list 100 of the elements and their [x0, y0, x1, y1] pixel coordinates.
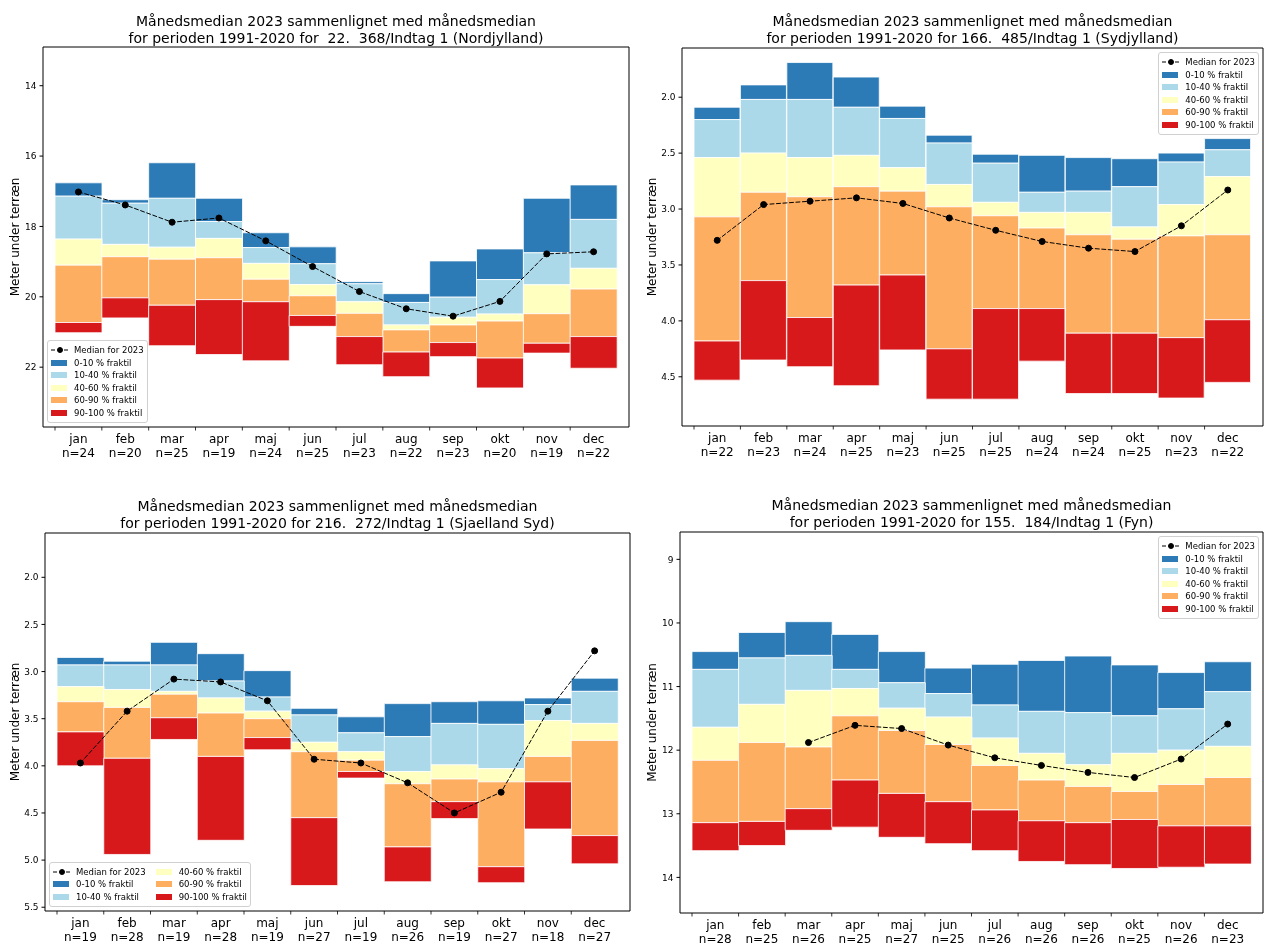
legend-label: 0-10 % fraktil [74, 357, 132, 368]
point [944, 741, 952, 749]
point [1131, 774, 1139, 782]
point [449, 312, 457, 320]
x-tick-label: feb n=28 [110, 916, 144, 944]
legend-label: 10-40 % fraktil [74, 370, 137, 381]
y-tick-label: 4.5 [661, 371, 676, 382]
x-tick-label: maj n=27 [885, 918, 919, 946]
point [402, 305, 410, 313]
point [543, 250, 551, 258]
x-tick-label: jan n=28 [698, 918, 732, 946]
y-tick-label: 4.5 [24, 808, 39, 819]
legend-label: 60-90 % fraktil [74, 395, 137, 406]
x-tick-label: aug n=24 [1025, 431, 1059, 459]
point [74, 188, 82, 196]
x-tick-label: nov n=19 [530, 432, 564, 460]
legend-label: 60-90 % fraktil [178, 879, 242, 890]
point [310, 755, 318, 763]
legend-label: 10-40 % fraktil [1185, 566, 1249, 577]
point [1224, 720, 1232, 728]
point [991, 754, 999, 762]
x-tick-label: aug n=26 [391, 916, 425, 944]
x-tick-label: sep n=19 [437, 916, 471, 944]
point [309, 263, 317, 271]
x-tick-label: jun n=25 [296, 432, 330, 460]
legend-label: 60-90 % fraktil [1185, 107, 1249, 118]
y-axis-title: Meter under terræn [645, 177, 659, 297]
chart-title: Månedsmedian 2023 sammenlignet med månedsmedian for perioden 1991-2020 for 22. 368/Indtag 1 (Nordjylland) [127, 13, 545, 46]
x-tick-label: dec n=23 [1211, 918, 1245, 946]
x-tick-label: maj n=19 [250, 916, 284, 944]
point [263, 697, 271, 705]
x-tick-label: mar n=26 [791, 918, 825, 946]
point [899, 199, 907, 207]
y-tick-label: 2.0 [24, 572, 39, 583]
legend-label: 90-100 % fraktil [178, 891, 247, 902]
y-tick-label: 2.0 [661, 92, 676, 103]
point [404, 779, 412, 787]
legend-label: 0-10 % fraktil [1185, 69, 1243, 80]
x-tick-label: mar n=25 [155, 432, 189, 460]
y-tick-label: 11 [662, 681, 674, 692]
x-tick-label: maj n=24 [249, 432, 283, 460]
x-tick-label: okt n=20 [483, 432, 517, 460]
legend-label: 90-100 % fraktil [1185, 119, 1254, 130]
x-tick-label: jun n=27 [297, 916, 331, 944]
x-tick-label: nov n=26 [1164, 918, 1198, 946]
y-tick-label: 2.5 [24, 619, 39, 630]
legend-label: Median for 2023 [76, 866, 146, 877]
legend-label: 40-60 % fraktil [178, 866, 242, 877]
y-tick-label: 22 [25, 362, 37, 373]
x-tick-label: jul n=26 [978, 918, 1012, 946]
x-tick-label: feb n=20 [108, 432, 142, 460]
point [450, 809, 458, 817]
chart-title: Månedsmedian 2023 sammenlignet med månedsmedian for perioden 1991-2020 for 166. 485/Indtag 1 (Sydjylland) [765, 13, 1180, 46]
y-tick-label: 14 [25, 80, 37, 91]
x-tick-label: dec n=22 [1211, 431, 1245, 459]
x-tick-label: maj n=23 [886, 431, 920, 459]
point [898, 725, 906, 733]
point [1084, 768, 1092, 776]
x-tick-label: okt n=25 [1118, 431, 1152, 459]
x-tick-label: jun n=25 [932, 431, 966, 459]
x-tick-label: apr n=25 [839, 431, 873, 459]
x-tick-label: dec n=22 [577, 432, 611, 460]
point [713, 236, 721, 244]
point [170, 675, 178, 683]
chart-title: Månedsmedian 2023 sammenlignet med månedsmedian for perioden 1991-2020 for 216. 272/Indtag 1 (Sjaelland Syd) [119, 498, 556, 531]
y-tick-label: 16 [25, 151, 37, 162]
y-tick-label: 5.0 [24, 855, 39, 866]
point [852, 194, 860, 202]
x-tick-label: mar n=24 [793, 431, 827, 459]
y-tick-label: 14 [662, 872, 674, 883]
point [1131, 248, 1139, 256]
point [496, 297, 504, 305]
point [1038, 237, 1046, 245]
x-tick-label: aug n=22 [389, 432, 423, 460]
x-tick-label: okt n=27 [484, 916, 518, 944]
point [1177, 755, 1185, 763]
y-tick-label: 18 [25, 221, 37, 232]
point [544, 707, 552, 715]
point [497, 788, 505, 796]
legend-label: 0-10 % fraktil [1185, 553, 1243, 564]
point [1177, 222, 1185, 230]
legend-label: Median for 2023 [1185, 541, 1255, 552]
x-tick-label: jul n=19 [344, 916, 378, 944]
x-tick-label: aug n=26 [1024, 918, 1058, 946]
point [1224, 186, 1232, 194]
y-tick-label: 4.0 [661, 316, 676, 327]
y-axis-title: Meter under terræn [8, 662, 22, 782]
point [357, 759, 365, 767]
legend-label: Median for 2023 [74, 345, 144, 356]
point [1085, 244, 1093, 252]
x-tick-label: apr n=19 [202, 432, 236, 460]
x-tick-label: jun n=25 [931, 918, 965, 946]
x-tick-label: sep n=26 [1071, 918, 1105, 946]
y-tick-label: 2.5 [661, 148, 676, 159]
legend-label: 60-90 % fraktil [1185, 591, 1249, 602]
legend-label: 40-60 % fraktil [1185, 578, 1249, 589]
x-tick-label: apr n=28 [204, 916, 238, 944]
y-tick-label: 12 [662, 745, 674, 756]
x-tick-label: sep n=24 [1072, 431, 1106, 459]
legend-label: 10-40 % fraktil [76, 891, 139, 902]
